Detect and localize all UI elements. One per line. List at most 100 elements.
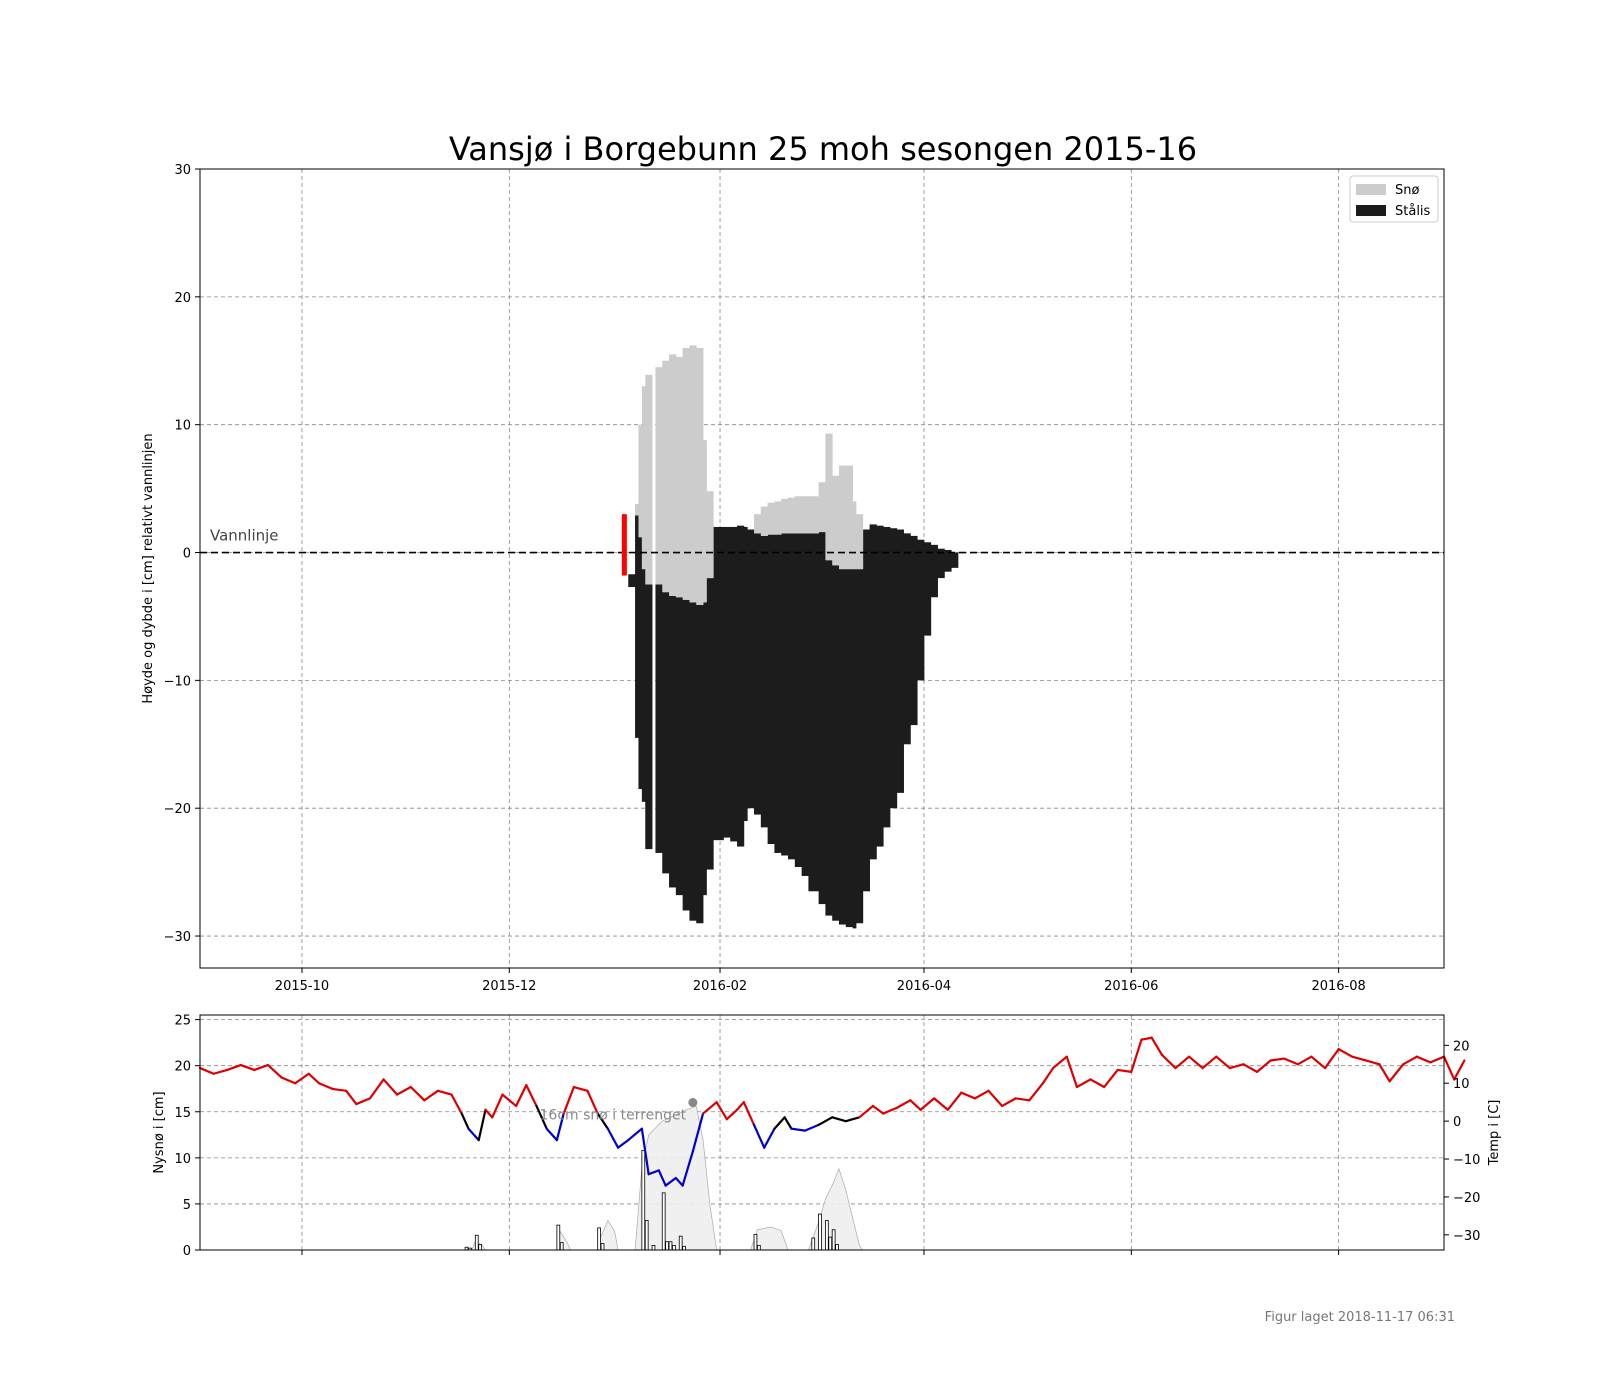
temperature-line-segment: [1296, 1055, 1313, 1066]
temperature-line-segment: [266, 1063, 283, 1079]
new-snow-bar: [753, 1233, 758, 1251]
y-tick-label: 20: [174, 291, 191, 306]
y2-tick-label: −30: [1453, 1229, 1480, 1244]
temperature-line-segment: [1429, 1055, 1446, 1064]
plot-frame-bottom: [199, 1014, 1445, 1251]
legend-swatch: [1356, 205, 1386, 216]
snow-bar: [706, 491, 714, 579]
ice-bar: [917, 539, 925, 681]
temperature-line-segment: [396, 1085, 412, 1096]
ice-bar: [876, 525, 884, 847]
new-snow-bar: [678, 1235, 683, 1251]
ice-bar: [794, 533, 803, 868]
ice-bar: [713, 526, 724, 841]
ice-bar: [930, 544, 938, 598]
snow-bar: [767, 502, 775, 535]
temperature-line-segment: [1140, 1036, 1153, 1041]
y2-axis-label: Temp i [C]: [1487, 1100, 1502, 1167]
temperature-line-segment: [987, 1089, 1004, 1108]
new-snow-bar: [600, 1243, 605, 1251]
ice-bar: [923, 542, 932, 636]
temperature-line-segment: [1388, 1063, 1405, 1083]
temperature-line-segment: [514, 1084, 528, 1108]
temperature-line-segment: [933, 1097, 949, 1111]
temperature-line-segment: [871, 1104, 885, 1115]
ice-bar: [825, 560, 833, 916]
temperature-line-segment: [1174, 1055, 1191, 1070]
snow-bar: [638, 424, 643, 538]
ice-bar: [818, 532, 826, 905]
temperature-line-segment: [1187, 1055, 1204, 1070]
temperature-line-segment: [280, 1076, 297, 1085]
temperature-line-segment: [1453, 1059, 1466, 1081]
snow-bar: [662, 360, 670, 593]
temperature-line-segment: [1075, 1078, 1092, 1089]
temperature-line-segment: [803, 1123, 820, 1132]
temperature-line-segment: [586, 1089, 599, 1115]
temperature-line-segment: [1014, 1097, 1031, 1102]
snow-bar: [696, 347, 704, 605]
temperature-line-segment: [691, 1112, 705, 1153]
temperature-line-segment: [1310, 1055, 1327, 1070]
ice-bar: [903, 533, 911, 745]
temperature-line-segment: [946, 1091, 963, 1111]
snow-bar: [855, 514, 864, 570]
temperature-line-segment: [1065, 1055, 1079, 1089]
temperature-line-segment: [783, 1116, 793, 1130]
snow-bar: [818, 482, 826, 533]
measurement-marker: [621, 514, 627, 576]
temperature-line-segment: [1041, 1066, 1055, 1085]
y-axis-label-lower: Nysnø i [cm]: [152, 1091, 167, 1173]
ice-bar: [845, 569, 853, 928]
temperature-line-segment: [681, 1150, 694, 1187]
y-tick-label: −20: [164, 802, 191, 817]
snow-bar: [641, 386, 646, 570]
ice-bar: [662, 592, 670, 874]
waterline-label: Vannlinje: [210, 527, 279, 545]
temperature-line-segment: [409, 1085, 426, 1102]
temperature-line-segment: [355, 1097, 372, 1106]
temperature-line-segment: [345, 1089, 358, 1106]
ice-bar: [869, 524, 877, 860]
temperature-line-segment: [858, 1104, 875, 1119]
temperature-line-segment: [657, 1169, 667, 1187]
temperature-line-segment: [294, 1072, 310, 1085]
y-tick-label-lower: 5: [183, 1198, 191, 1213]
snow-bar: [788, 497, 796, 534]
ice-bar: [855, 569, 864, 924]
temperature-line-segment: [1378, 1063, 1391, 1083]
new-snow-bar: [556, 1224, 561, 1251]
temperature-line-segment: [545, 1127, 558, 1142]
x-tick-label: 2016-08: [1311, 979, 1365, 994]
x-tick-label: 2016-02: [693, 979, 747, 994]
legend-label: Snø: [1395, 183, 1419, 198]
y-tick-label: 30: [174, 163, 191, 178]
temperature-line-segment: [773, 1116, 786, 1130]
new-snow-bar: [644, 1220, 649, 1251]
temperature-line-segment: [1201, 1055, 1218, 1070]
y-tick-label: −10: [164, 674, 191, 689]
temperature-line-segment: [752, 1123, 766, 1149]
temperature-line-segment: [844, 1116, 861, 1123]
snow-bar: [781, 498, 789, 534]
snow-bar: [774, 501, 782, 535]
snow-bar: [808, 496, 820, 534]
snow-bar: [825, 433, 833, 561]
new-snow-bar: [559, 1242, 564, 1251]
temperature-line-segment: [1269, 1057, 1286, 1062]
y2-tick-label: −10: [1453, 1153, 1480, 1168]
temperature-line-segment: [1089, 1078, 1106, 1089]
new-snow-bar: [668, 1241, 673, 1251]
temperature-line-segment: [725, 1108, 739, 1121]
ice-bar: [730, 526, 738, 842]
y-axis-label: Høyde og dybde i [cm] relativt vannlinje…: [141, 433, 156, 703]
snow-bar: [669, 354, 677, 596]
y2-tick-label: 0: [1453, 1115, 1461, 1130]
temperature-line-segment: [882, 1106, 898, 1115]
snow-bar: [682, 347, 690, 600]
temperature-line-segment: [382, 1078, 399, 1096]
x-tick-label: 2015-12: [482, 979, 536, 994]
ice-bar: [896, 529, 904, 793]
new-snow-bar: [651, 1244, 656, 1251]
plot-frame-top: [199, 168, 1445, 969]
